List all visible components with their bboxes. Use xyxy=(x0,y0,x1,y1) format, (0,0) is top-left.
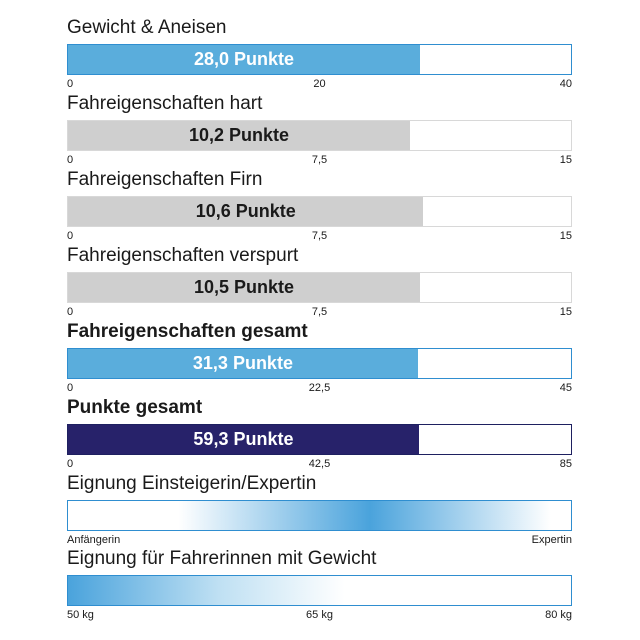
bar-track: 59,3 Punkte xyxy=(67,424,572,455)
score-fahreigenschaften-firn: Fahreigenschaften Firn 10,6 Punkte 0 7,5… xyxy=(67,169,572,242)
chart-title: Gewicht & Aneisen xyxy=(67,17,227,38)
gradient-track xyxy=(67,575,572,606)
chart-title: Eignung Einsteigerin/Expertin xyxy=(67,473,317,494)
chart-title: Fahreigenschaften Firn xyxy=(67,169,263,190)
tick-label: 7,5 xyxy=(311,306,328,318)
tick-label: Anfängerin xyxy=(67,534,121,546)
suitability-gradient xyxy=(68,576,571,605)
axis-ticks: 0 7,5 15 xyxy=(67,154,572,168)
axis-ticks: 0 7,5 15 xyxy=(67,306,572,320)
tick-label: Expertin xyxy=(531,534,572,546)
tick-label: 45 xyxy=(559,382,572,394)
score-gewicht-aneisen: Gewicht & Aneisen 28,0 Punkte 0 20 40 xyxy=(67,17,572,90)
chart-title: Punkte gesamt xyxy=(67,397,203,418)
chart-title: Eignung für Fahrerinnen mit Gewicht xyxy=(67,548,377,569)
tick-label: 65 kg xyxy=(306,609,333,621)
bar-value-label: 31,3 Punkte xyxy=(192,353,293,373)
bar-value-label: 10,6 Punkte xyxy=(195,201,296,221)
bar-fill xyxy=(68,425,419,454)
tick-label: 0 xyxy=(67,78,74,90)
axis-ticks: 0 42,5 85 xyxy=(67,458,572,472)
axis-ticks: Anfängerin Expertin xyxy=(67,534,572,548)
tick-label: 20 xyxy=(313,78,326,90)
tick-label: 0 xyxy=(67,458,74,470)
axis-ticks: 0 22,5 45 xyxy=(67,382,572,396)
bar-fill xyxy=(68,121,411,150)
score-punkte-gesamt: Punkte gesamt 59,3 Punkte 0 42,5 85 xyxy=(67,397,572,470)
tick-label: 15 xyxy=(559,154,572,166)
bar-fill xyxy=(68,45,421,74)
bar-value-label: 59,3 Punkte xyxy=(193,429,294,449)
tick-label: 42,5 xyxy=(308,458,331,470)
tick-label: 0 xyxy=(67,230,74,242)
tick-label: 0 xyxy=(67,306,74,318)
bar-track: 10,2 Punkte xyxy=(67,120,572,151)
chart-title: Fahreigenschaften gesamt xyxy=(67,321,308,342)
tick-label: 15 xyxy=(559,306,572,318)
chart-title: Fahreigenschaften hart xyxy=(67,93,263,114)
bar-track: 31,3 Punkte xyxy=(67,348,572,379)
tick-label: 0 xyxy=(67,154,74,166)
tick-label: 15 xyxy=(559,230,572,242)
tick-label: 85 xyxy=(559,458,572,470)
bar-fill xyxy=(68,273,421,302)
tick-label: 7,5 xyxy=(311,154,328,166)
suitability-level-scale: Eignung Einsteigerin/Expertin Anfängerin… xyxy=(67,473,572,546)
bar-fill xyxy=(68,197,424,226)
bar-value-label: 10,5 Punkte xyxy=(194,277,295,297)
tick-label: 40 xyxy=(559,78,572,90)
suitability-gradient xyxy=(68,501,571,530)
score-fahreigenschaften-hart: Fahreigenschaften hart 10,2 Punkte 0 7,5… xyxy=(67,93,572,166)
bar-track: 10,5 Punkte xyxy=(67,272,572,303)
tick-label: 7,5 xyxy=(311,230,328,242)
axis-ticks: 50 kg 65 kg 80 kg xyxy=(67,609,572,623)
bar-fill xyxy=(68,349,418,378)
tick-label: 50 kg xyxy=(67,609,94,621)
tick-label: 0 xyxy=(67,382,74,394)
chart-title: Fahreigenschaften verspurt xyxy=(67,245,299,266)
bar-track: 28,0 Punkte xyxy=(67,44,572,75)
axis-ticks: 0 20 40 xyxy=(67,78,572,92)
tick-label: 80 kg xyxy=(545,609,572,621)
bar-value-label: 10,2 Punkte xyxy=(188,125,290,145)
axis-ticks: 0 7,5 15 xyxy=(67,230,572,244)
score-fahreigenschaften-verspurt: Fahreigenschaften verspurt 10,5 Punkte 0… xyxy=(67,245,572,318)
tick-label: 22,5 xyxy=(308,382,331,394)
score-fahreigenschaften-gesamt: Fahreigenschaften gesamt 31,3 Punkte 0 2… xyxy=(67,321,572,394)
gradient-track xyxy=(67,500,572,531)
bar-track: 10,6 Punkte xyxy=(67,196,572,227)
suitability-weight-scale: Eignung für Fahrerinnen mit Gewicht 50 k… xyxy=(67,548,572,621)
bar-value-label: 28,0 Punkte xyxy=(194,49,295,69)
